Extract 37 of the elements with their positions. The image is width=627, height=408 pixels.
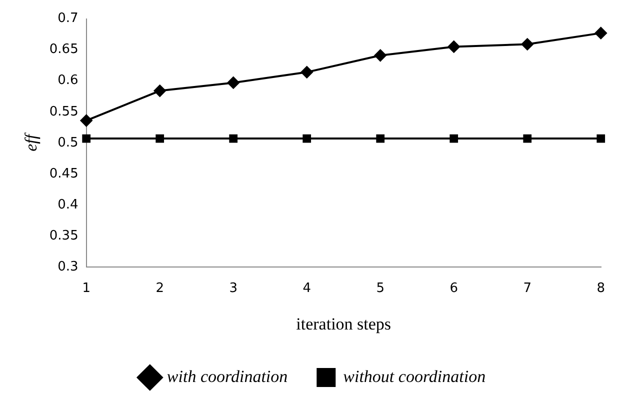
y-tick-label: 0.55 xyxy=(49,104,78,120)
point xyxy=(302,134,312,143)
point xyxy=(521,38,534,50)
point xyxy=(80,114,92,127)
legend-label: with coordination xyxy=(166,366,288,386)
point xyxy=(376,134,385,143)
point xyxy=(448,40,460,53)
x-tick-label: 3 xyxy=(229,281,238,296)
x-tick-label: 4 xyxy=(302,281,311,296)
point xyxy=(154,84,166,97)
y-tick-label: 0.4 xyxy=(58,197,78,212)
y-tick-label: 0.5 xyxy=(58,135,78,150)
y-tick-label: 0.7 xyxy=(58,11,78,26)
point xyxy=(523,134,532,143)
x-tick-label: 7 xyxy=(523,281,532,296)
point xyxy=(300,66,313,78)
x-tick-label: 6 xyxy=(450,281,458,296)
x-axis-title: iteration steps xyxy=(296,314,392,334)
point xyxy=(229,134,238,143)
point xyxy=(82,134,91,143)
x-tick-label: 1 xyxy=(82,281,90,296)
y-axis-title: eff xyxy=(22,132,41,152)
x-tick-label: 8 xyxy=(596,281,606,296)
point xyxy=(450,134,458,143)
point xyxy=(594,27,607,40)
point xyxy=(227,76,240,89)
y-tick-label: 0.6 xyxy=(58,73,78,88)
y-tick-label: 0.45 xyxy=(49,166,78,182)
x-tick-label: 5 xyxy=(376,281,384,296)
point xyxy=(156,134,164,143)
point xyxy=(374,49,386,62)
y-tick-label: 0.35 xyxy=(49,228,78,244)
legend-label: without coordination xyxy=(343,366,486,386)
y-tick-label: 0.3 xyxy=(58,259,78,274)
y-tick-label: 0.65 xyxy=(49,42,78,58)
point xyxy=(596,134,606,143)
x-tick-label: 2 xyxy=(156,281,164,296)
